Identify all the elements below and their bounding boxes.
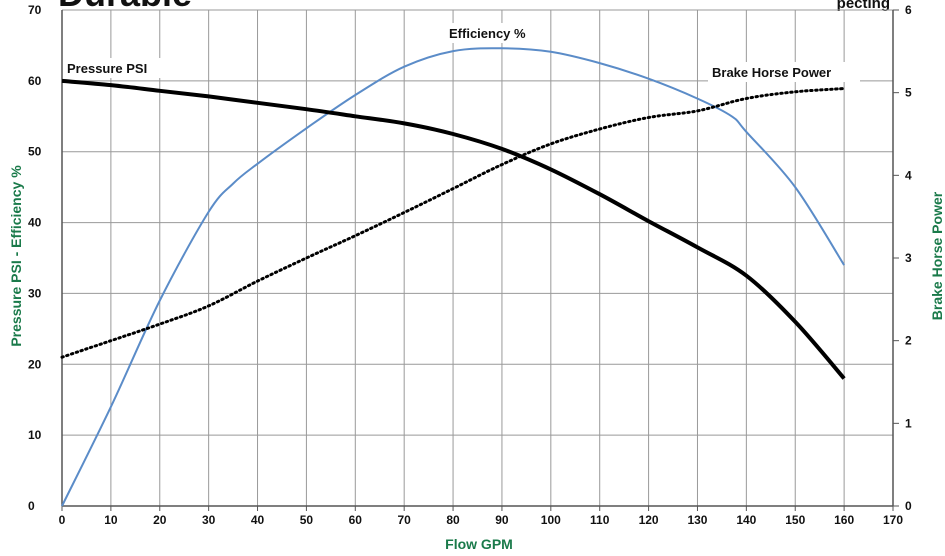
y-left-axis-title: Pressure PSI - Efficiency %: [8, 165, 24, 347]
y-left-tick-label-0: 0: [28, 499, 35, 513]
y-left-tick-label-60: 60: [28, 74, 42, 88]
x-tick-label-100: 100: [541, 513, 561, 527]
x-tick-label-50: 50: [300, 513, 314, 527]
y-left-tick-label-50: 50: [28, 145, 42, 159]
x-tick-label-30: 30: [202, 513, 216, 527]
y-right-tick-label-1: 1: [905, 416, 912, 430]
x-tick-label-110: 110: [590, 513, 610, 527]
y-left-tick-label-10: 10: [28, 428, 42, 442]
y-left-tick-label-70: 70: [28, 3, 42, 17]
x-tick-label-0: 0: [59, 513, 66, 527]
x-tick-label-170: 170: [883, 513, 903, 527]
x-tick-label-40: 40: [251, 513, 265, 527]
y-right-tick-label-3: 3: [905, 251, 912, 265]
series-label-pressure: Pressure PSI: [67, 61, 147, 76]
grid-lines: [61, 9, 894, 507]
x-tick-label-90: 90: [495, 513, 509, 527]
x-tick-label-120: 120: [639, 513, 659, 527]
x-axis-ticks: 0 10 20 30 40 50 60 70 80 90 100 110 120 130 140 150 160…: [59, 506, 903, 527]
x-tick-label-130: 130: [687, 513, 707, 527]
series-line-efficiency: [61, 47, 845, 507]
x-tick-label-140: 140: [736, 513, 756, 527]
y-right-tick-label-5: 5: [905, 86, 912, 100]
y-right-tick-label-6: 6: [905, 3, 912, 17]
header-title-partial: Durable: [58, 0, 192, 14]
y-right-axis-ticks: 0 1 2 3 4 5 6: [893, 3, 912, 513]
bhp-label-bg: [708, 62, 860, 82]
series-layer: [60, 47, 846, 507]
x-tick-label-20: 20: [153, 513, 167, 527]
plot-frame: [61, 10, 894, 507]
y-left-axis-ticks: 0 10 20 30 40 50 60 70: [28, 3, 42, 513]
x-tick-label-80: 80: [446, 513, 460, 527]
y-right-tick-label-4: 4: [905, 168, 912, 182]
series-line-brake-horse-power: [60, 87, 846, 359]
y-left-tick-label-20: 20: [28, 357, 42, 371]
pressure-label-bg: [64, 58, 168, 78]
y-right-axis-title: Brake Horse Power: [929, 191, 945, 320]
y-left-tick-label-30: 30: [28, 286, 42, 300]
series-label-efficiency: Efficiency %: [449, 26, 526, 41]
series-label-brake-horse-power: Brake Horse Power: [712, 65, 831, 80]
x-tick-label-10: 10: [104, 513, 118, 527]
x-axis-title: Flow GPM: [445, 536, 513, 552]
x-tick-label-60: 60: [349, 513, 363, 527]
x-tick-label-160: 160: [834, 513, 854, 527]
y-right-tick-label-0: 0: [905, 499, 912, 513]
efficiency-label-bg: [445, 23, 545, 43]
y-left-tick-label-40: 40: [28, 216, 42, 230]
x-tick-label-150: 150: [785, 513, 805, 527]
x-tick-label-70: 70: [397, 513, 411, 527]
header-subtitle-partial: pecting: [837, 0, 890, 12]
series-line-pressure: [61, 78, 846, 380]
y-right-tick-label-2: 2: [905, 334, 912, 348]
